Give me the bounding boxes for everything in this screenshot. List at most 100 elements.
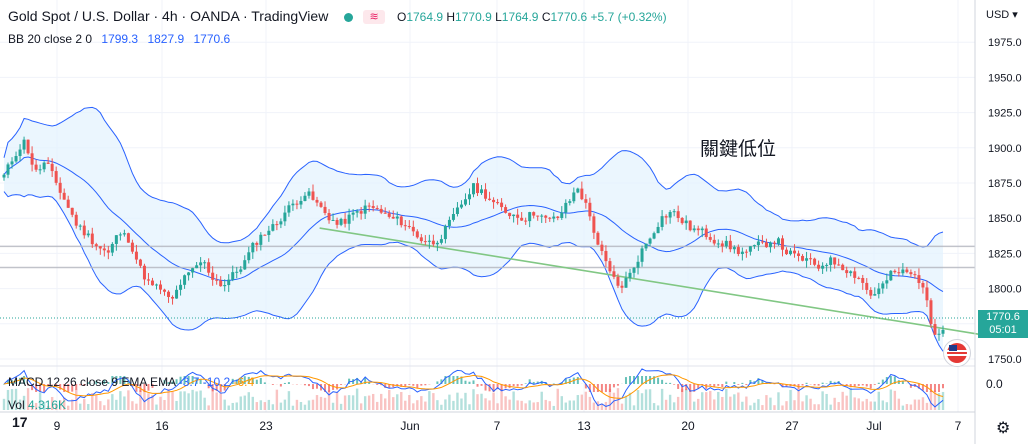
macd-hist-bar — [119, 376, 122, 384]
candle-body — [861, 278, 865, 283]
volume-bar — [215, 392, 218, 410]
macd-hist-bar — [484, 384, 487, 391]
candle-body — [937, 333, 941, 335]
macd-hist-bar — [191, 376, 194, 384]
volume-bar — [729, 396, 732, 410]
candle-body — [279, 221, 283, 225]
candle-body — [616, 276, 620, 286]
time-axis[interactable]: 9 16 23 Jun 7 13 20 27 Jul 7 — [54, 419, 962, 433]
volume-legend[interactable]: Vol 4.316K — [8, 398, 66, 412]
volume-bar — [636, 390, 640, 410]
price-axis[interactable]: 1975.0 1950.0 1925.0 1900.0 1875.0 1850.0 1825… — [988, 37, 1022, 366]
volume-bar — [159, 396, 162, 410]
candle-body — [82, 225, 86, 236]
macd-hist-bar — [600, 384, 603, 392]
candle-body — [102, 248, 106, 251]
time-tick-label: 27 — [785, 419, 799, 433]
macd-hist-bar — [79, 384, 82, 386]
candle-body — [295, 203, 299, 205]
trendline[interactable] — [319, 227, 985, 336]
macd-hist-bar — [23, 376, 26, 384]
macd-hist-bar — [669, 382, 672, 384]
volume-bar — [10, 389, 14, 410]
volume-bar — [227, 405, 230, 410]
candle-body — [291, 203, 295, 206]
candle-body — [223, 285, 227, 287]
candle-body — [34, 164, 38, 170]
volume-bar — [933, 390, 937, 410]
volume-bar — [873, 401, 876, 410]
candle-body — [58, 182, 62, 193]
volume-bar — [299, 401, 303, 410]
currency-selector[interactable]: USD ▾ — [986, 9, 1018, 21]
macd-hist-bar — [821, 382, 824, 384]
candle-body — [873, 294, 877, 296]
volume-bar — [291, 405, 295, 410]
candle-body — [467, 194, 471, 200]
volume-bar — [564, 402, 567, 410]
candle-body — [608, 261, 612, 272]
volume-bar — [163, 399, 166, 410]
volume-bar — [893, 390, 897, 410]
candle-body — [656, 226, 660, 234]
macd-hist-bar — [637, 376, 640, 384]
volume-bar — [99, 401, 102, 410]
macd-hist-bar — [757, 378, 760, 384]
macd-legend[interactable]: MACD 12 26 close 9 EMA EMA -3.7 -10.2 -6… — [8, 375, 254, 389]
volume-bar — [496, 403, 499, 410]
macd-hist-bar — [255, 379, 258, 384]
candle-body — [331, 219, 335, 221]
candle-body — [447, 219, 451, 226]
candle-body — [528, 212, 532, 222]
candle-body — [339, 218, 343, 225]
macd-hist-bar — [183, 376, 186, 384]
candle-body — [680, 217, 684, 224]
us-flag-icon[interactable] — [943, 339, 971, 367]
volume-bar — [440, 404, 443, 410]
volume-bar — [929, 391, 933, 410]
candle-body — [118, 234, 122, 236]
macd-hist-bar — [95, 380, 98, 384]
macd-hist-bar — [336, 384, 339, 390]
volume-bar — [239, 396, 242, 410]
bollinger-legend[interactable]: BB 20 close 2 0 1799.3 1827.9 1770.6 — [8, 32, 230, 46]
bollinger-lower-line — [3, 191, 944, 352]
horizontal-levels[interactable] — [0, 245, 975, 269]
macd-hist-bar — [496, 384, 499, 390]
candle-body — [712, 239, 716, 244]
bb-label: BB 20 close 2 0 — [8, 32, 93, 46]
wave-icon[interactable]: ≋ — [363, 10, 386, 25]
candle-body — [431, 240, 435, 245]
symbol-legend[interactable]: Gold Spot / U.S. Dollar · 4h · OANDA · T… — [8, 8, 667, 25]
volume-bar — [243, 395, 246, 410]
macd-hist-bar — [785, 384, 788, 387]
macd-hist-bar — [942, 384, 944, 389]
tradingview-logo-icon[interactable]: 17 — [12, 414, 28, 430]
candle-body — [347, 214, 351, 224]
candle-body — [227, 279, 231, 286]
macd-hist-bar — [528, 379, 531, 384]
candle-body — [825, 264, 829, 266]
chart-annotation[interactable]: 關鍵低位 — [700, 139, 777, 160]
macd-hist-bar — [681, 384, 684, 392]
macd-hist-bar — [135, 384, 138, 392]
candle-body — [319, 202, 323, 207]
macd-hist-bar — [163, 379, 166, 384]
candle-body — [700, 228, 704, 231]
candle-body — [415, 231, 419, 238]
candle-body — [6, 164, 10, 175]
volume-bar — [203, 397, 206, 410]
candle-body — [785, 249, 788, 255]
gear-icon[interactable]: ⚙ — [996, 420, 1011, 437]
volume-bar — [103, 405, 106, 410]
volume-bar — [745, 396, 748, 410]
volume-bar — [516, 400, 519, 410]
volume-bar — [845, 395, 848, 410]
macd-hist-bar — [167, 382, 170, 384]
current-price-tag: 1770.6 05:01 — [978, 310, 1028, 338]
candle-body — [752, 245, 756, 247]
macd-hist-bar — [917, 384, 920, 389]
volume-bar — [335, 391, 339, 410]
bb-upper-value: 1827.9 — [147, 32, 185, 46]
volume-bar — [841, 391, 844, 410]
